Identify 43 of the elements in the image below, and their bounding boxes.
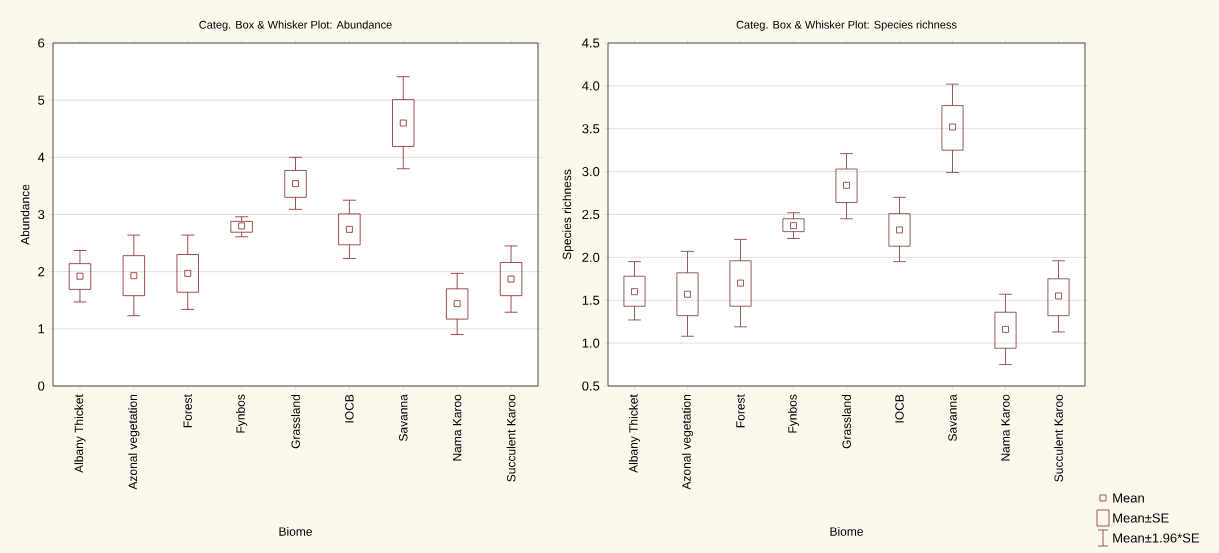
y-tick-label: 3 bbox=[38, 209, 45, 220]
x-tick-label: Succulent Karoo bbox=[1054, 394, 1063, 482]
x-tick-label: Albany Thicket bbox=[74, 394, 86, 473]
y-tick-label: 6 bbox=[38, 38, 45, 48]
y-tick-label: 2 bbox=[38, 267, 45, 277]
x-axis-title: Biome bbox=[830, 526, 863, 536]
y-tick-label: 1.0 bbox=[582, 338, 600, 348]
text: Mean±SE bbox=[1113, 513, 1169, 523]
y-tick-label: 4 bbox=[37, 152, 45, 162]
x-tick-label: Nama Karoo bbox=[1001, 394, 1010, 461]
x-tick-label: Savanna bbox=[948, 394, 957, 442]
y-tick-label: 4.5 bbox=[582, 38, 600, 48]
y-tick-label: 0 bbox=[38, 381, 45, 391]
x-tick-label: Succulent Karoo bbox=[506, 394, 516, 482]
x-tick-label: Forest bbox=[183, 394, 192, 428]
x-tick-label: IOCB bbox=[345, 394, 354, 423]
x-tick-label: Azonal vegetation bbox=[128, 394, 140, 490]
x-tick-label: Albany Thicket bbox=[628, 394, 641, 473]
y-tick-label: 1 bbox=[38, 324, 45, 334]
x-tick-label: Forest bbox=[736, 394, 745, 428]
x-axis-title: Biome bbox=[279, 526, 312, 536]
y-tick-label: 4.0 bbox=[582, 81, 600, 91]
text: Mean±1.96*SE bbox=[1113, 533, 1199, 543]
x-tick-label: Nama Karoo bbox=[452, 394, 462, 461]
y-tick-label: 5 bbox=[38, 95, 45, 105]
x-tick-label: Azonal vegetation bbox=[681, 394, 694, 490]
chart-title: Categ. Box & Whisker Plot: Abundance bbox=[199, 20, 392, 31]
text: Mean bbox=[1113, 493, 1144, 503]
y-tick-label: 0.5 bbox=[582, 381, 600, 391]
y-tick-label: 3.0 bbox=[582, 167, 600, 177]
y-tick-label: 2.5 bbox=[582, 209, 600, 220]
x-tick-label: Grassland bbox=[842, 394, 851, 449]
y-axis-title: Species richness bbox=[562, 169, 574, 260]
chart-title: Categ. Box & Whisker Plot: Species richness bbox=[736, 20, 957, 31]
x-tick-label: Fynbos bbox=[236, 394, 248, 433]
x-tick-label: IOCB bbox=[895, 394, 904, 423]
x-tick-label: Fynbos bbox=[787, 394, 800, 433]
y-tick-label: 1.5 bbox=[582, 295, 600, 305]
x-tick-label: Savanna bbox=[399, 394, 408, 442]
y-axis-title: Abundance bbox=[20, 184, 30, 245]
y-tick-label: 3.5 bbox=[582, 124, 600, 134]
y-tick-label: 2.0 bbox=[582, 252, 600, 262]
x-tick-label: Grassland bbox=[291, 394, 300, 449]
